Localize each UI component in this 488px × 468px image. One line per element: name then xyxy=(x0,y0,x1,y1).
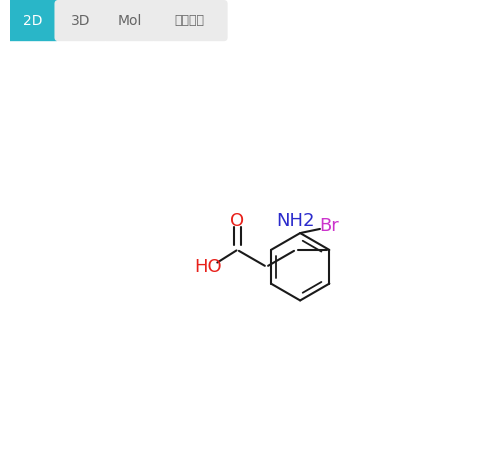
FancyBboxPatch shape xyxy=(151,0,227,41)
Text: 3D: 3D xyxy=(71,14,91,28)
Text: Br: Br xyxy=(319,217,339,235)
Text: O: O xyxy=(230,212,244,230)
Text: NH2: NH2 xyxy=(276,212,315,230)
FancyBboxPatch shape xyxy=(102,0,156,41)
FancyBboxPatch shape xyxy=(6,0,60,41)
Text: 相似结构: 相似结构 xyxy=(174,14,204,27)
Text: HO: HO xyxy=(194,258,222,276)
Text: 2D: 2D xyxy=(23,14,42,28)
FancyBboxPatch shape xyxy=(55,0,108,41)
Text: Mol: Mol xyxy=(117,14,142,28)
